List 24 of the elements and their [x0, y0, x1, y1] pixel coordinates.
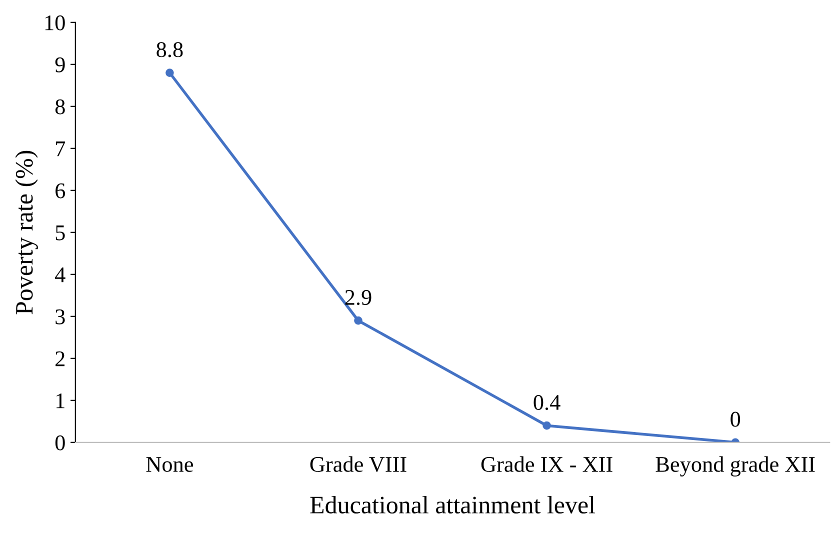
point	[354, 316, 362, 325]
y-axis-title: Poverty rate (%)	[15, 150, 38, 314]
data-label: 0	[730, 412, 740, 427]
y-tick-label: 9	[55, 57, 65, 72]
x-tick-label: Beyond grade XII	[656, 456, 815, 477]
data-label: 0.4	[534, 394, 560, 410]
y-tick-label: 5	[56, 226, 65, 240]
data-label: 8.8	[156, 42, 183, 58]
y-tick-label: 0	[55, 435, 65, 450]
y-tick-label: 10	[45, 15, 65, 30]
y-tick-label: 1	[56, 393, 64, 408]
data-label: 2.9	[345, 290, 372, 306]
point	[542, 421, 551, 430]
y-tick-label: 4	[55, 267, 66, 282]
x-tick-label: None	[146, 457, 193, 472]
point	[166, 68, 174, 77]
y-tick-label: 2	[56, 351, 64, 366]
y-tick-label: 8	[55, 99, 65, 114]
x-tick-label: Grade IX - XII	[481, 456, 612, 472]
x-axis-title: Educational attainment level	[310, 496, 596, 514]
y-tick-label: 7	[56, 142, 66, 156]
y-tick-label: 6	[56, 183, 66, 198]
x-tick-label: Grade VIII	[310, 456, 406, 472]
y-tick-label: 3	[56, 309, 65, 324]
